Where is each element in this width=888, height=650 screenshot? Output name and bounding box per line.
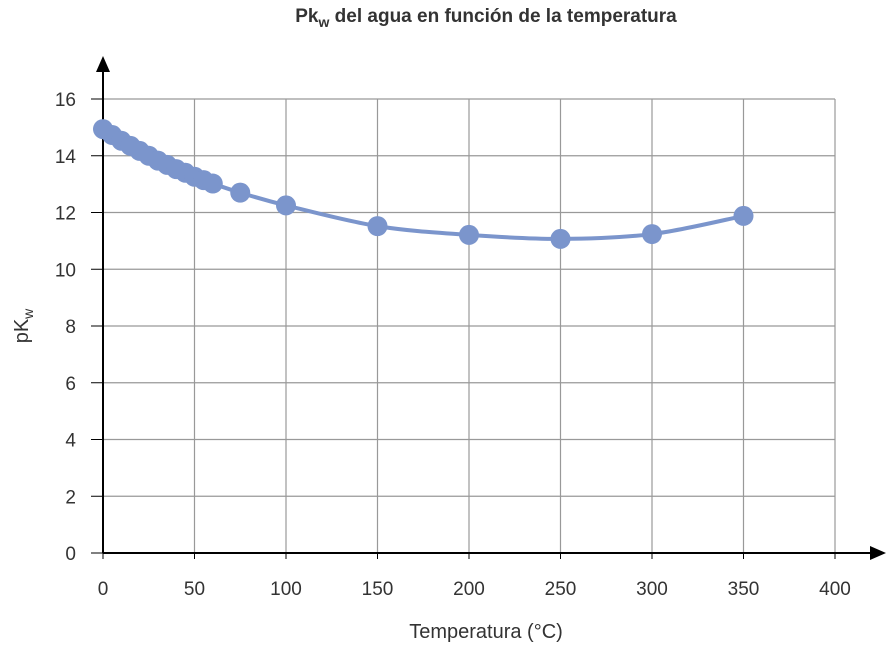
y-tick-label: 0 — [65, 544, 76, 565]
data-point — [733, 205, 754, 226]
tick-labels: 0 50 100 150 200 250 300 350 400 0 2 4 6 8 10 12 14 16 — [55, 90, 851, 600]
data-point — [459, 224, 479, 245]
data-point — [642, 224, 662, 245]
x-tick-label: 0 — [98, 579, 109, 600]
y-tick-label: 16 — [55, 90, 76, 111]
x-tick-label: 350 — [728, 579, 760, 600]
x-tick-label: 300 — [636, 579, 668, 600]
y-axis-label: pKw — [11, 308, 36, 343]
x-axis-arrow-icon — [870, 546, 886, 560]
y-tick-label: 14 — [55, 147, 77, 168]
x-tick-label: 100 — [270, 579, 302, 600]
chart-title: Pkw del agua en función de la temperatur… — [295, 6, 677, 30]
data-point — [367, 216, 388, 237]
x-tick-label: 200 — [453, 579, 485, 600]
x-axis-label: Temperatura (°C) — [409, 621, 563, 643]
x-tick-label: 50 — [184, 579, 205, 600]
x-tick-label: 250 — [545, 579, 577, 600]
y-tick-label: 4 — [65, 431, 76, 452]
y-tick-label: 8 — [65, 317, 76, 338]
x-tick-label: 400 — [819, 579, 851, 600]
y-axis-arrow-icon — [96, 56, 110, 72]
data-point — [550, 228, 571, 249]
data-point — [276, 195, 296, 216]
data-point — [230, 182, 251, 203]
y-tick-label: 12 — [55, 204, 76, 225]
x-tick-label: 150 — [362, 579, 394, 600]
y-tick-label: 2 — [65, 487, 76, 508]
y-tick-label: 10 — [55, 260, 76, 281]
data-point — [202, 173, 223, 194]
y-tick-label: 6 — [65, 374, 76, 395]
data-points — [93, 119, 754, 249]
grid — [91, 56, 886, 560]
